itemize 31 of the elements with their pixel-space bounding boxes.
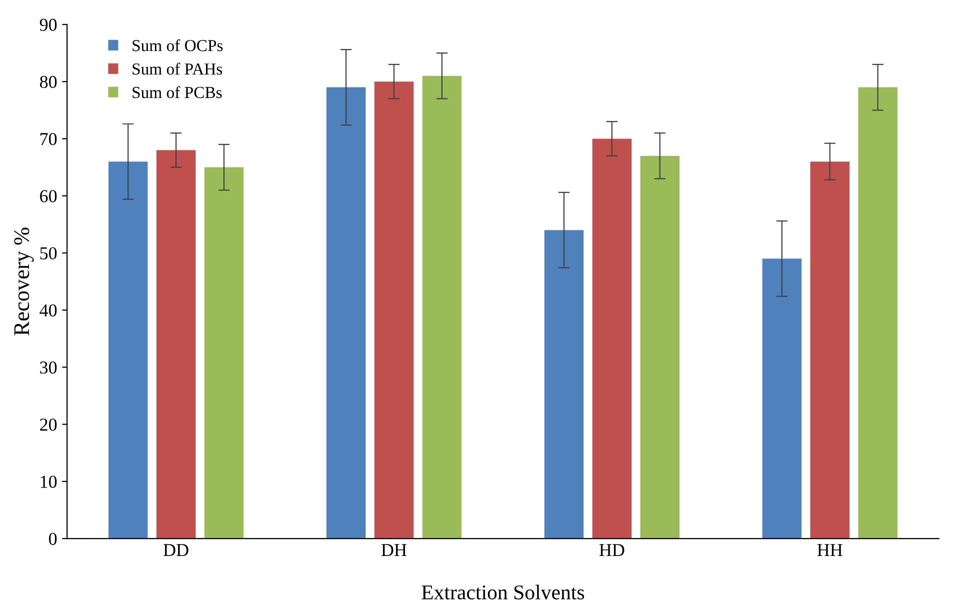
bar (156, 150, 196, 539)
y-tick-label: 60 (40, 190, 57, 202)
bar (204, 167, 244, 539)
bar (374, 82, 414, 539)
bar (762, 258, 802, 539)
y-tick-label: 40 (40, 304, 57, 317)
y-tick-label: 10 (40, 476, 57, 488)
y-tick-label: 0 (49, 532, 57, 545)
legend-label: Sum of OCPs (132, 39, 223, 52)
bar (810, 162, 850, 539)
x-tick-label: DH (381, 544, 406, 556)
bar (326, 87, 366, 539)
y-tick-label: 20 (40, 418, 57, 431)
x-tick-label: HD (599, 544, 624, 556)
y-tick-label: 30 (40, 361, 57, 374)
bar (544, 230, 584, 539)
bar (640, 156, 680, 539)
y-tick-label: 50 (40, 247, 57, 260)
legend-label: Sum of PAHs (132, 62, 222, 75)
bar (108, 162, 148, 539)
y-tick-label: 90 (40, 18, 57, 31)
legend-label: Sum of PCBs (132, 86, 222, 98)
bar (592, 138, 632, 539)
y-axis-title: Recovery % (14, 228, 34, 336)
bar (422, 76, 462, 539)
x-axis-title: Extraction Solvents (422, 584, 584, 600)
x-tick-label: DD (164, 544, 188, 556)
bar (858, 87, 898, 539)
y-tick-label: 80 (40, 76, 57, 88)
x-tick-label: HH (817, 544, 842, 556)
y-tick-label: 70 (40, 132, 57, 146)
